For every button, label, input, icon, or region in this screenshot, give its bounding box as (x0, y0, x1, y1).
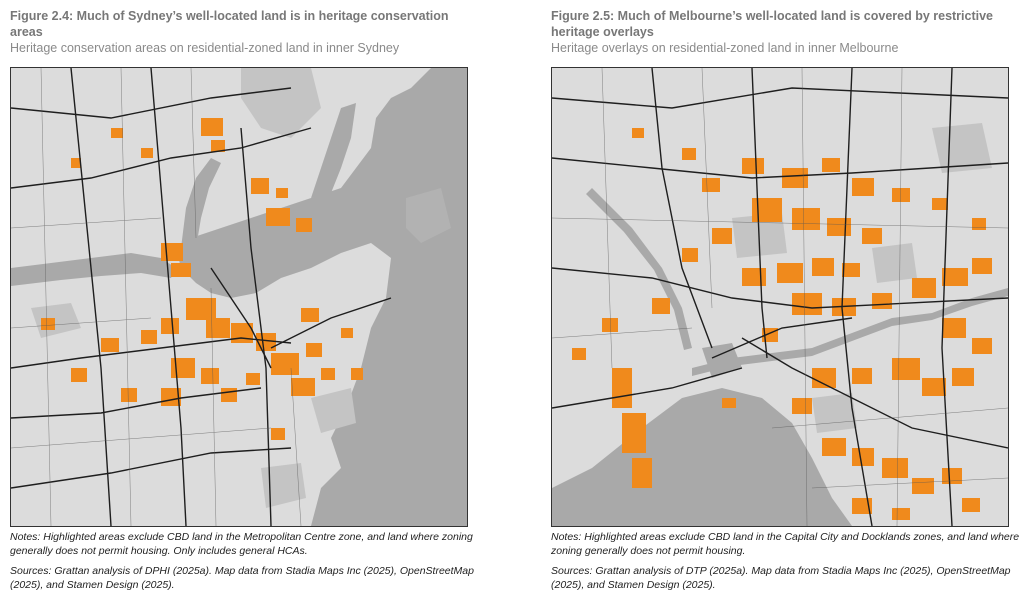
maribyrnong-river (586, 188, 692, 350)
yarra-river (692, 288, 1008, 376)
figure-title: Figure 2.4: Much of Sydney’s well-locate… (10, 9, 449, 39)
melbourne-heritage-map (551, 67, 1009, 527)
melbourne-figure: Figure 2.5: Much of Melbourne’s well-loc… (551, 8, 1019, 591)
melbourne-map-svg (552, 68, 1008, 526)
notes-block: Notes: Highlighted areas exclude CBD lan… (10, 530, 480, 598)
figure-sources: Sources: Grattan analysis of DTP (2025a)… (551, 565, 1011, 591)
road-network (552, 68, 1008, 526)
figure-subtitle: Heritage conservation areas on residenti… (10, 41, 400, 55)
park-centennial (311, 388, 356, 433)
harbour-water (176, 68, 467, 526)
minor-roads (552, 68, 1008, 526)
sydney-figure: Figure 2.4: Much of Sydney’s well-locate… (10, 8, 474, 591)
sydney-map-svg (11, 68, 467, 526)
middle-harbour (311, 103, 356, 198)
minor-roads (11, 68, 302, 526)
figure-subtitle: Heritage overlays on residential-zoned l… (551, 41, 899, 55)
road-network (11, 68, 392, 526)
figure-title: Figure 2.5: Much of Melbourne’s well-loc… (551, 9, 994, 39)
heritage-areas (572, 128, 992, 520)
parkland-north (932, 123, 992, 173)
figure-sources: Sources: Grattan analysis of DPHI (2025a… (10, 565, 474, 591)
notes-block: Notes: Highlighted areas exclude CBD lan… (551, 530, 1021, 598)
figure-notes: Notes: Highlighted areas exclude CBD lan… (10, 531, 473, 557)
parramatta-river (11, 253, 176, 286)
docklands-water (702, 343, 742, 378)
lane-cove-river (181, 158, 221, 248)
park-headland (406, 188, 451, 243)
sydney-heritage-map (10, 67, 468, 527)
park-south (261, 463, 306, 508)
parkland-east (872, 243, 917, 283)
park-north (241, 68, 321, 138)
parkland-south (812, 393, 857, 433)
port-phillip-bay (552, 388, 852, 526)
figure-notes: Notes: Highlighted areas exclude CBD lan… (551, 531, 1020, 557)
